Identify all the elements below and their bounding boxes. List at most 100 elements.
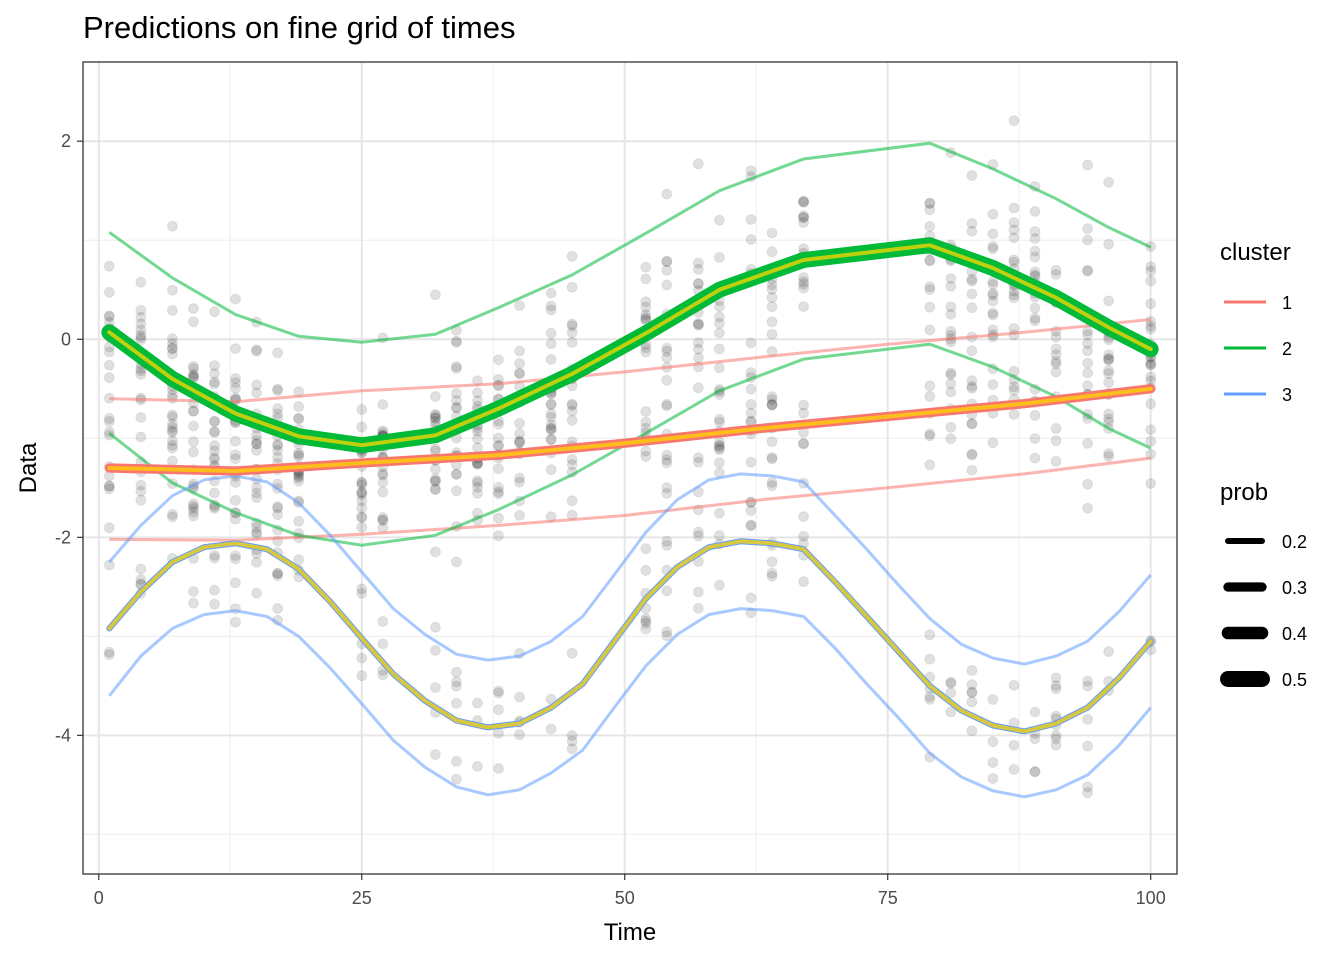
observation-point	[514, 300, 526, 312]
observation-point	[966, 464, 978, 476]
observation-point	[798, 438, 810, 450]
observation-point	[945, 433, 957, 445]
observation-point	[450, 755, 462, 767]
observation-point	[661, 539, 673, 551]
observation-point	[450, 773, 462, 785]
observation-point	[471, 442, 483, 454]
observation-point	[251, 521, 263, 533]
observation-point	[692, 602, 704, 614]
observation-point	[1029, 409, 1041, 421]
observation-point	[377, 486, 389, 498]
observation-point	[272, 502, 284, 514]
observation-point	[745, 505, 757, 517]
observation-point	[566, 250, 578, 262]
observation-point	[566, 495, 578, 507]
observation-point	[356, 512, 368, 524]
observation-point	[135, 573, 147, 585]
observation-point	[471, 475, 483, 487]
observation-point	[493, 530, 505, 542]
observation-point	[545, 408, 557, 420]
observation-point	[208, 487, 220, 499]
observation-point	[429, 546, 441, 558]
legend-cluster-title: cluster	[1220, 239, 1291, 266]
observation-point	[135, 479, 147, 491]
observation-point	[766, 399, 778, 411]
observation-point	[545, 399, 557, 411]
observation-point	[272, 408, 284, 420]
observation-point	[1008, 115, 1020, 127]
observation-point	[924, 221, 936, 233]
observation-point	[471, 425, 483, 437]
observation-point	[692, 337, 704, 349]
observation-point	[251, 438, 263, 450]
observation-point	[356, 476, 368, 488]
observation-point	[661, 352, 673, 364]
observation-point	[356, 583, 368, 595]
observation-point	[640, 615, 652, 627]
observation-point	[966, 448, 978, 460]
observation-point	[566, 281, 578, 293]
observation-point	[293, 449, 305, 461]
observation-point	[1008, 254, 1020, 266]
observation-point	[966, 418, 978, 430]
observation-point	[945, 378, 957, 390]
major-gridlines	[83, 62, 1177, 874]
observation-point	[103, 346, 115, 358]
observation-point	[924, 284, 936, 296]
observation-point	[987, 289, 999, 301]
y-tick-label: -2	[55, 527, 71, 547]
observation-point	[713, 327, 725, 339]
observation-point	[798, 196, 810, 208]
observation-point	[230, 382, 242, 394]
observation-point	[661, 188, 673, 200]
observation-point	[429, 289, 441, 301]
observation-point	[450, 680, 462, 692]
observation-point	[1103, 295, 1115, 307]
observation-point	[493, 354, 505, 366]
observation-point	[1082, 345, 1094, 357]
observation-point	[798, 511, 810, 523]
observation-point	[692, 278, 704, 290]
observation-point	[945, 676, 957, 688]
observation-point	[545, 353, 557, 365]
observation-point	[493, 763, 505, 775]
observation-point	[692, 382, 704, 394]
observation-point	[924, 390, 936, 402]
observation-point	[987, 208, 999, 220]
observation-point	[103, 649, 115, 661]
observation-point	[545, 411, 557, 423]
observation-point	[356, 495, 368, 507]
observation-point	[566, 336, 578, 348]
observation-point	[713, 457, 725, 469]
observation-point	[429, 415, 441, 427]
observation-point	[713, 444, 725, 456]
observation-point	[450, 394, 462, 406]
observation-point	[766, 291, 778, 303]
observation-point	[1082, 781, 1094, 793]
observation-point	[377, 638, 389, 650]
observation-point	[166, 455, 178, 467]
observation-point	[230, 494, 242, 506]
observation-point	[745, 398, 757, 410]
observation-point	[545, 398, 557, 410]
observation-point	[251, 487, 263, 499]
observation-point	[640, 273, 652, 285]
observation-point	[798, 407, 810, 419]
observation-point	[987, 694, 999, 706]
observation-point	[230, 550, 242, 562]
observation-point	[1029, 452, 1041, 464]
observation-point	[966, 725, 978, 737]
observation-point	[356, 479, 368, 491]
observation-point	[692, 343, 704, 355]
observation-point	[493, 704, 505, 716]
observation-point	[1008, 256, 1020, 268]
legend-cluster-label: 3	[1282, 385, 1292, 405]
observation-point	[640, 617, 652, 629]
observation-point	[429, 483, 441, 495]
observation-point	[987, 278, 999, 290]
observation-point	[766, 393, 778, 405]
observation-point	[1050, 423, 1062, 435]
x-tick-label: 25	[352, 888, 372, 908]
observation-point	[450, 387, 462, 399]
observation-point	[1082, 437, 1094, 449]
